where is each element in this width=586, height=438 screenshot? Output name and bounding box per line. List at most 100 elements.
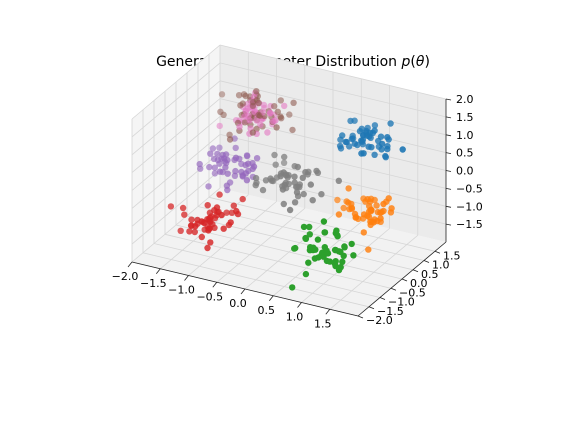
data-point-series-2 [348,205,356,212]
data-point-series-5 [232,167,239,175]
z-tick-mark [445,205,452,208]
data-point-series-4 [230,202,237,209]
data-point-series-2 [367,218,374,225]
data-point-series-1 [377,133,385,140]
grid-z-side [131,98,221,173]
z-tick-mark [445,134,452,137]
data-point-series-3 [331,246,339,254]
data-point-series-2 [377,209,384,216]
x-tick-label: −1.0 [168,284,195,297]
data-point-series-2 [373,202,380,209]
data-points [167,88,406,291]
data-point-series-3 [302,270,310,278]
y-tick-label: 0.5 [421,268,439,281]
grid-z-back [219,98,447,153]
data-point-series-3 [341,243,348,250]
grid-z-side [131,80,221,156]
data-point-series-2 [345,199,352,206]
data-point-series-4 [186,228,193,235]
grid-z-back [219,134,447,189]
y-tick-mark [357,315,364,319]
y-tick-mark [412,269,419,273]
x-tick-label: 1.0 [286,311,304,324]
data-point-series-8 [302,169,309,176]
data-point-series-6 [226,136,234,143]
data-point-series-6 [255,111,262,119]
y-tick-label: −1.5 [377,305,404,318]
data-point-series-7 [281,102,288,110]
data-point-series-8 [293,189,301,196]
data-point-series-6 [220,111,227,119]
data-point-series-4 [220,225,227,232]
y-tick-label: −0.5 [399,286,426,299]
data-point-series-4 [218,211,225,219]
data-point-series-3 [324,249,331,256]
y-tick-mark [379,297,386,300]
data-point-series-3 [348,240,355,248]
data-point-series-8 [313,167,320,175]
data-point-series-2 [385,195,392,202]
data-point-series-6 [241,119,249,126]
grid-y-floor [153,243,381,298]
data-point-series-4 [227,219,234,226]
data-point-series-1 [382,152,389,160]
data-point-series-4 [191,228,198,236]
data-point-series-2 [335,211,343,218]
data-point-series-6 [273,124,280,131]
chart-title-p: p [401,54,411,70]
tick-labels: −2.0−1.5−1.0−0.50.00.51.01.5 −2.0−1.5−1.0… [112,93,483,330]
data-point-series-1 [363,132,371,139]
grid-z-side [131,169,221,245]
data-point-series-8 [267,175,274,182]
data-point-series-6 [249,129,256,136]
data-point-series-7 [257,121,264,129]
data-point-series-3 [305,259,312,266]
data-point-series-6 [277,97,284,104]
data-point-series-8 [279,186,287,193]
data-point-series-3 [302,235,310,242]
data-point-series-5 [232,154,240,161]
x-tick-mark [325,309,331,315]
x-tick-label: −0.5 [196,290,223,303]
y-tick-label: −2.0 [366,314,393,327]
data-point-series-3 [315,254,322,261]
data-point-series-3 [321,229,329,236]
y-tick-label: 0.0 [410,277,428,290]
x-tick-label: 0.5 [258,304,276,317]
data-point-series-1 [337,145,345,152]
data-point-series-4 [204,202,211,209]
data-point-series-4 [207,218,214,226]
data-point-series-4 [208,213,215,220]
data-point-series-8 [286,206,294,214]
data-point-series-2 [360,211,368,218]
data-point-series-7 [267,109,274,117]
data-point-series-3 [289,284,296,291]
data-point-series-3 [332,262,339,270]
x-tick-mark [297,302,302,308]
data-point-series-1 [384,145,391,153]
data-point-series-5 [231,172,239,179]
data-point-series-7 [253,117,260,124]
x-tick-label: 0.0 [229,297,247,310]
z-tick-label: −1.0 [456,200,483,213]
data-point-series-3 [306,223,313,231]
data-point-series-6 [249,102,257,110]
data-point-series-1 [348,135,355,143]
data-point-series-8 [291,173,298,180]
grid-y-floor [208,196,436,252]
data-point-series-5 [232,144,239,152]
x-tick-label: −2.0 [112,270,139,283]
grid-z-side [131,62,221,138]
z-tick-mark [445,152,452,154]
data-point-series-2 [366,208,373,215]
data-point-series-6 [274,108,281,116]
data-point-series-3 [306,247,314,254]
data-point-series-5 [209,145,217,152]
data-point-series-4 [177,227,184,234]
data-point-series-5 [205,183,212,190]
data-point-series-6 [253,88,260,95]
y-tick-label: 1.5 [443,249,461,262]
data-point-series-8 [280,159,288,166]
z-tick-label: 1.0 [456,129,474,142]
data-point-series-8 [294,163,301,171]
